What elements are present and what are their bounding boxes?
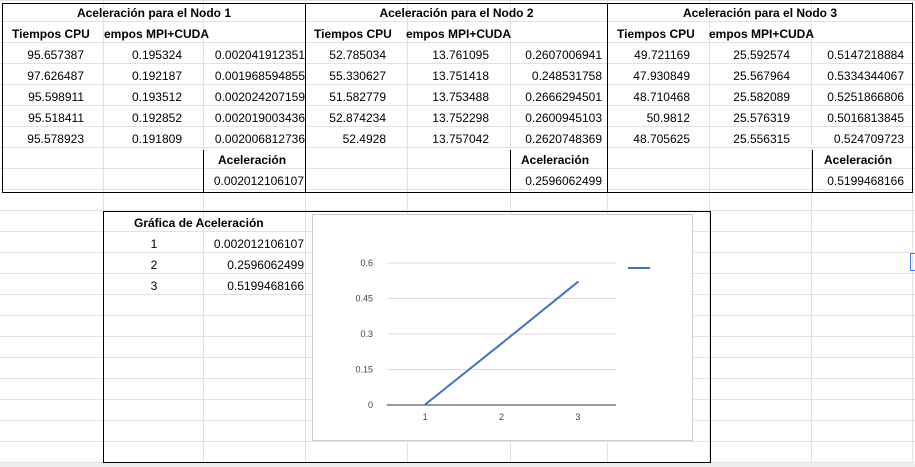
y-tick-label: 0.3 <box>360 329 373 339</box>
node-table-3 <box>607 3 913 193</box>
summary-accel-value[interactable]: 0.2596062499 <box>227 258 304 272</box>
mpi-cuda-time-cell[interactable]: 25.582089 <box>733 90 790 104</box>
cpu-time-cell[interactable]: 52.785034 <box>329 48 386 62</box>
cpu-time-cell[interactable]: 95.578923 <box>27 132 84 146</box>
speedup-cell[interactable]: 0.2620748369 <box>525 132 602 146</box>
accel-label[interactable]: Aceleración <box>218 153 287 167</box>
cpu-time-cell[interactable]: 97.626487 <box>27 69 84 83</box>
speedup-cell[interactable]: 0.248531758 <box>531 69 602 83</box>
speedup-cell[interactable]: 0.5334344067 <box>827 69 904 83</box>
col-header-mpi[interactable]: empos MPI+CUDA <box>104 27 210 41</box>
mpi-cuda-time-cell[interactable]: 0.195324 <box>131 48 182 62</box>
speedup-cell[interactable]: 0.5147218884 <box>827 48 904 62</box>
col-header-mpi[interactable]: empos MPI+CUDA <box>709 27 815 41</box>
col-header-cpu[interactable]: Tiempos CPU <box>314 27 392 41</box>
speedup-cell[interactable]: 0.002006812736 <box>214 132 305 146</box>
cpu-time-cell[interactable]: 52.874234 <box>329 111 386 125</box>
speedup-cell[interactable]: 0.2607006941 <box>525 48 602 62</box>
cpu-time-cell[interactable]: 95.598911 <box>28 90 84 104</box>
accel-value[interactable]: 0.5199468166 <box>827 174 904 188</box>
x-tick-label: 1 <box>423 412 428 422</box>
col-header-cpu[interactable]: Tiempos CPU <box>617 27 695 41</box>
summary-accel-value[interactable]: 0.002012106107 <box>213 237 304 251</box>
mpi-cuda-time-cell[interactable]: 0.193512 <box>131 90 182 104</box>
cpu-time-cell[interactable]: 95.657387 <box>27 48 84 62</box>
mpi-cuda-time-cell[interactable]: 25.567964 <box>733 69 790 83</box>
mpi-cuda-time-cell[interactable]: 13.752298 <box>432 111 489 125</box>
cpu-time-cell[interactable]: 95.518411 <box>28 111 84 125</box>
mpi-cuda-time-cell[interactable]: 25.576319 <box>733 111 790 125</box>
cpu-time-cell[interactable]: 47.930849 <box>633 69 690 83</box>
cpu-time-cell[interactable]: 48.705625 <box>633 132 690 146</box>
mpi-cuda-time-cell[interactable]: 13.751418 <box>432 69 489 83</box>
node-title-3[interactable]: Aceleración para el Nodo 3 <box>682 6 838 20</box>
line-chart: 0 0.15 0.3 0.45 0.6 1 2 3 <box>355 258 650 422</box>
speedup-cell[interactable]: 0.524709723 <box>833 132 904 146</box>
cpu-time-cell[interactable]: 52.4928 <box>342 132 386 146</box>
col-header-cpu[interactable]: Tiempos CPU <box>12 27 90 41</box>
sheet-bottom-bar <box>0 463 915 467</box>
speedup-cell[interactable]: 0.5016813845 <box>827 111 904 125</box>
node-title-2[interactable]: Aceleración para el Nodo 2 <box>379 6 534 20</box>
cpu-time-cell[interactable]: 51.582779 <box>329 90 386 104</box>
cpu-time-cell[interactable]: 55.330627 <box>329 69 386 83</box>
cell-cursor <box>910 253 915 271</box>
mpi-cuda-time-cell[interactable]: 13.761095 <box>432 48 489 62</box>
accel-label[interactable]: Aceleración <box>824 153 893 167</box>
mpi-cuda-time-cell[interactable]: 13.753488 <box>432 90 489 104</box>
y-tick-label: 0.45 <box>355 294 373 304</box>
chart-area[interactable]: 0 0.15 0.3 0.45 0.6 1 2 3 <box>312 214 693 441</box>
data-point <box>424 403 427 406</box>
summary-accel-value[interactable]: 0.5199468166 <box>227 279 304 293</box>
summary-node-number[interactable]: 1 <box>150 237 158 251</box>
cpu-time-cell[interactable]: 48.710468 <box>633 90 690 104</box>
accel-label[interactable]: Aceleración <box>521 153 590 167</box>
node-title-1[interactable]: Aceleración para el Nodo 1 <box>76 6 232 20</box>
mpi-cuda-time-cell[interactable]: 13.757042 <box>432 132 489 146</box>
speedup-cell[interactable]: 0.002024207159 <box>214 90 305 104</box>
col-header-mpi[interactable]: empos MPI+CUDA <box>406 27 512 41</box>
data-point <box>576 280 579 283</box>
accel-value[interactable]: 0.002012106107 <box>213 174 304 188</box>
mpi-cuda-time-cell[interactable]: 0.192852 <box>131 111 182 125</box>
y-tick-label: 0 <box>368 400 373 410</box>
summary-title[interactable]: Gráfica de Aceleración <box>134 216 264 230</box>
data-point <box>500 342 503 345</box>
x-tick-label: 3 <box>575 412 580 422</box>
y-tick-label: 0.6 <box>360 258 373 268</box>
cpu-time-cell[interactable]: 49.721169 <box>634 48 690 62</box>
accel-value[interactable]: 0.2596062499 <box>525 174 602 188</box>
cpu-time-cell[interactable]: 50.9812 <box>646 111 690 125</box>
summary-node-number[interactable]: 3 <box>150 279 158 293</box>
speedup-cell[interactable]: 0.002019003436 <box>214 111 305 125</box>
speedup-cell[interactable]: 0.001968594855 <box>214 69 305 83</box>
y-tick-label: 0.15 <box>355 365 373 375</box>
mpi-cuda-time-cell[interactable]: 25.592574 <box>733 48 790 62</box>
speedup-cell[interactable]: 0.2600945103 <box>525 111 602 125</box>
speedup-cell[interactable]: 0.5251866806 <box>827 90 904 104</box>
mpi-cuda-time-cell[interactable]: 25.556315 <box>733 132 790 146</box>
speedup-cell[interactable]: 0.002041912351 <box>214 48 305 62</box>
mpi-cuda-time-cell[interactable]: 0.192187 <box>131 69 182 83</box>
mpi-cuda-time-cell[interactable]: 0.191809 <box>131 132 182 146</box>
speedup-cell[interactable]: 0.2666294501 <box>525 90 602 104</box>
x-tick-label: 2 <box>499 412 504 422</box>
summary-node-number[interactable]: 2 <box>150 258 158 272</box>
summary-table <box>103 211 711 463</box>
